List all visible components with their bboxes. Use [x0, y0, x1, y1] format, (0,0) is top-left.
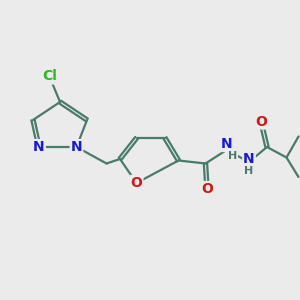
- Text: N: N: [243, 152, 255, 166]
- Text: H: H: [244, 166, 253, 176]
- Text: O: O: [130, 176, 142, 190]
- Text: O: O: [255, 115, 267, 128]
- Text: Cl: Cl: [42, 70, 57, 83]
- Text: N: N: [221, 137, 232, 151]
- Text: H: H: [228, 151, 237, 161]
- Text: N: N: [71, 140, 82, 154]
- Text: O: O: [201, 182, 213, 196]
- Text: N: N: [33, 140, 45, 154]
